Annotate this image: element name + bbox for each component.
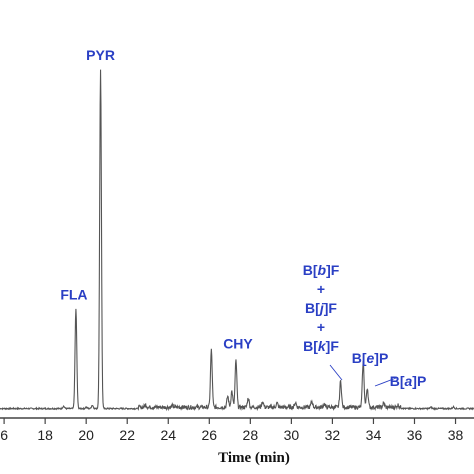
x-tick-label: 20 (78, 427, 94, 443)
annotation-line: + (317, 319, 325, 335)
peak-labels: FLA PYR CHY B[b]F + B[j]F + B[k]F B[e]PB[a]P (60, 47, 426, 389)
annotation-line: + (317, 281, 325, 297)
annotation-leader (329, 364, 343, 381)
x-tick-label: 22 (119, 427, 135, 443)
annotation-line: B[e]P (352, 350, 389, 366)
annotation-line: B[k]F (303, 338, 339, 354)
chromatogram-trace (0, 69, 474, 412)
x-tick-label: 28 (243, 427, 259, 443)
x-tick-label: 6 (0, 427, 8, 443)
annotation-line: B[b]F (303, 262, 340, 278)
x-tick-label: 38 (448, 427, 464, 443)
x-tick-label: 36 (407, 427, 423, 443)
x-tick-label: 26 (202, 427, 218, 443)
peak-label-pyr: PYR (86, 47, 115, 63)
peak-label-fla: FLA (60, 286, 87, 302)
annotation-leader (374, 377, 397, 387)
x-axis: 6 18 20 22 24 26 28 30 32 34 36 38 (0, 417, 474, 443)
peak-label-chy: CHY (223, 335, 253, 351)
x-tick-label: 34 (366, 427, 382, 443)
x-axis-title: Time (min) (218, 450, 290, 466)
plot-area (0, 69, 474, 412)
x-tick-label: 32 (325, 427, 341, 443)
annotation-line: B[j]F (305, 300, 337, 316)
x-tick-label: 24 (160, 427, 176, 443)
x-tick-label: 18 (37, 427, 53, 443)
annotation-line: B[a]P (390, 373, 427, 389)
x-tick-label: 30 (284, 427, 300, 443)
